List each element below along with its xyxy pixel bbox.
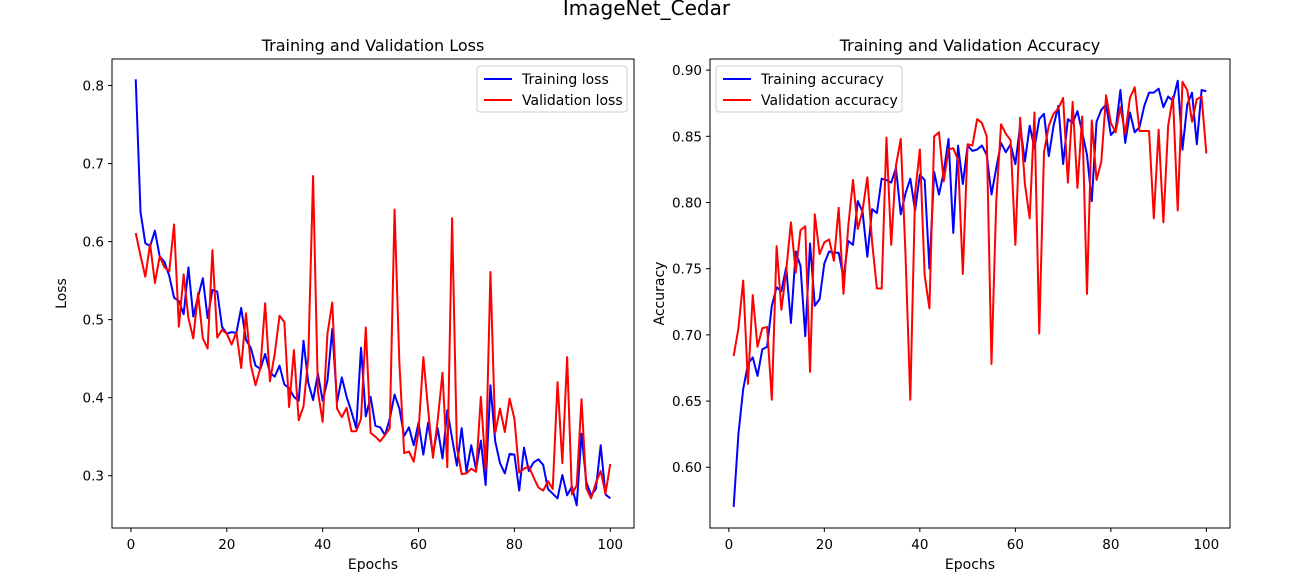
accuracy-y-axis-label: Accuracy <box>652 262 668 326</box>
accuracy-y-tick-label: 0.85 <box>672 129 702 145</box>
accuracy-x-axis-label: Epochs <box>945 557 995 573</box>
loss-chart: Training and Validation Loss 0 20 40 60 80 100… <box>54 36 635 573</box>
loss-x-tick-label: 80 <box>506 537 523 553</box>
validation-loss-line <box>134 175 612 500</box>
loss-y-axis-label: Loss <box>54 278 70 309</box>
accuracy-legend-box <box>715 65 903 113</box>
accuracy-legend: Training accuracy Validation accuracy <box>715 65 903 113</box>
validation-accuracy-line <box>732 81 1208 401</box>
loss-y-tick-label: 0.4 <box>83 391 104 407</box>
loss-x-tick-label: 0 <box>127 537 136 553</box>
accuracy-legend-label: Validation accuracy <box>761 93 898 109</box>
loss-y-tick-label: 0.6 <box>83 235 104 251</box>
loss-y-tick-label: 0.5 <box>83 313 104 329</box>
loss-x-axis-label: Epochs <box>348 557 398 573</box>
loss-x-tick-label: 20 <box>218 537 235 553</box>
loss-legend-label: Validation loss <box>522 93 623 109</box>
loss-y-tick-label: 0.7 <box>83 157 104 173</box>
accuracy-y-tick-label: 0.60 <box>672 460 702 476</box>
accuracy-legend-label: Training accuracy <box>760 72 884 88</box>
loss-legend: Training loss Validation loss <box>476 65 628 113</box>
accuracy-x-tick-label: 100 <box>1193 537 1219 553</box>
loss-x-tick-label: 60 <box>410 537 427 553</box>
accuracy-y-tick-label: 0.65 <box>672 394 702 410</box>
accuracy-x-tick-label: 0 <box>725 537 734 553</box>
loss-x-tick-label: 100 <box>597 537 623 553</box>
accuracy-chart-title: Training and Validation Accuracy <box>839 36 1101 55</box>
accuracy-y-tick-label: 0.70 <box>672 328 702 344</box>
loss-y-tick-label: 0.3 <box>83 469 104 485</box>
accuracy-y-tick-label: 0.75 <box>672 262 702 278</box>
loss-x-tick-label: 40 <box>314 537 331 553</box>
accuracy-chart: Training and Validation Accuracy 0 20 40 60 8… <box>652 36 1231 573</box>
figure-suptitle: ImageNet_Cedar <box>563 0 731 20</box>
loss-legend-label: Training loss <box>521 72 609 88</box>
loss-chart-title: Training and Validation Loss <box>261 36 485 55</box>
accuracy-x-tick-label: 40 <box>911 537 928 553</box>
accuracy-x-tick-label: 80 <box>1102 537 1119 553</box>
loss-y-tick-label: 0.8 <box>83 79 104 95</box>
loss-legend-box <box>476 65 628 113</box>
accuracy-y-tick-label: 0.80 <box>672 195 702 211</box>
accuracy-x-tick-label: 20 <box>816 537 833 553</box>
accuracy-axes-frame <box>709 58 1231 529</box>
accuracy-x-tick-label: 60 <box>1007 537 1024 553</box>
accuracy-y-tick-label: 0.90 <box>672 63 702 79</box>
